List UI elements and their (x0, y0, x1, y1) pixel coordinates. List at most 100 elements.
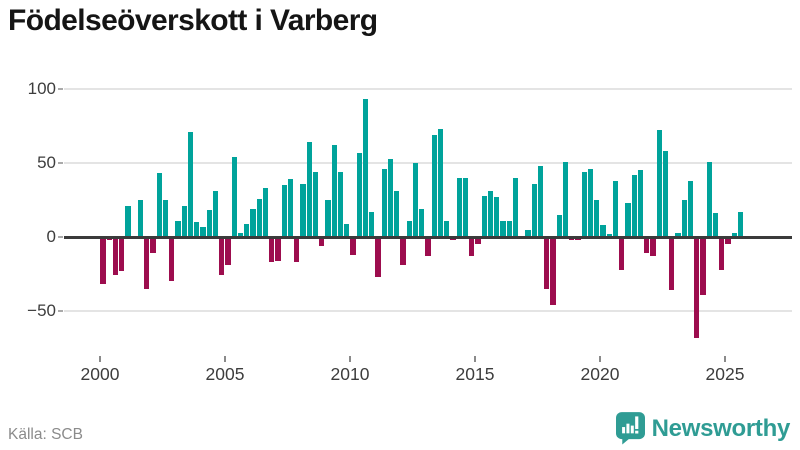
x-tick-label: 2015 (455, 364, 495, 384)
bar (675, 232, 681, 237)
bar (525, 229, 531, 237)
bar (381, 168, 387, 237)
bar (625, 202, 631, 237)
bar (712, 213, 719, 237)
bar (719, 237, 725, 270)
bar (375, 237, 381, 277)
bar (337, 171, 344, 237)
bar (487, 191, 494, 237)
bar (156, 173, 162, 237)
x-tick-mark (724, 356, 726, 362)
bar (662, 151, 669, 237)
bar (219, 237, 225, 276)
bar (562, 161, 569, 237)
bar (425, 237, 431, 257)
bar (169, 237, 175, 282)
bar (244, 223, 250, 237)
gridline (64, 162, 792, 164)
bar (637, 170, 644, 237)
bar (325, 200, 331, 237)
bar (494, 197, 500, 237)
x-tick-label: 2000 (80, 364, 120, 384)
bar (531, 183, 537, 237)
bar (262, 188, 269, 237)
bar (400, 237, 406, 266)
bar (356, 152, 362, 237)
x-tick-label: 2020 (580, 364, 620, 384)
bar (581, 171, 587, 237)
bar (256, 198, 262, 237)
gridline (64, 88, 792, 90)
zero-axis-line (64, 235, 792, 239)
bar (687, 180, 694, 237)
bar (319, 237, 325, 246)
bar (331, 145, 337, 237)
bar (137, 200, 144, 237)
bar (344, 223, 350, 237)
bar (444, 220, 450, 237)
bar (206, 210, 212, 237)
bar (387, 158, 394, 237)
bar (500, 220, 506, 237)
bar (462, 177, 469, 237)
y-tick-mark (58, 236, 63, 238)
bar (737, 211, 744, 237)
bar (631, 174, 637, 237)
bar (144, 237, 150, 289)
bar (731, 232, 737, 237)
bar (587, 168, 594, 237)
bar (300, 183, 306, 237)
bar (612, 180, 619, 237)
x-tick-mark (474, 356, 476, 362)
bar (619, 237, 625, 270)
y-tick-label: 50 (37, 153, 56, 172)
bar (275, 237, 281, 261)
bar (250, 208, 256, 237)
bar (419, 208, 425, 237)
y-tick-label: 100 (27, 79, 56, 98)
bar (537, 165, 544, 237)
bar (556, 214, 562, 237)
bar (412, 163, 419, 237)
bar (681, 200, 687, 237)
bar (281, 185, 287, 237)
y-tick-label: −50 (27, 301, 56, 320)
bar (431, 134, 437, 237)
bar (469, 237, 475, 257)
bar (162, 200, 169, 237)
bar (506, 220, 512, 237)
y-tick-mark (58, 88, 63, 90)
bar (306, 142, 312, 237)
bar (194, 222, 200, 237)
bar (669, 237, 675, 291)
bar (125, 205, 131, 237)
bar (706, 161, 712, 237)
gridline (64, 310, 792, 312)
bar (100, 237, 106, 285)
newsworthy-wordmark: Newsworthy (651, 414, 791, 442)
bar (394, 191, 400, 237)
y-tick-mark (58, 310, 63, 312)
y-tick-mark (58, 162, 63, 164)
bar (644, 237, 650, 254)
bar (237, 232, 244, 237)
newsworthy-logo: Newsworthy (615, 412, 791, 445)
bar (700, 237, 706, 295)
bar (181, 205, 187, 237)
newsworthy-speech-bubble-icon (615, 412, 645, 445)
bar (200, 226, 206, 237)
bar (656, 130, 662, 237)
x-tick-label: 2005 (205, 364, 245, 384)
bar (294, 237, 300, 263)
bar (406, 220, 412, 237)
bar (544, 237, 550, 289)
page-title: Födelseöverskott i Varberg (8, 4, 378, 37)
bar (212, 191, 219, 237)
bar (725, 237, 731, 245)
x-tick-mark (349, 356, 351, 362)
bar (650, 237, 656, 257)
bar (187, 131, 194, 237)
bar (350, 237, 356, 255)
